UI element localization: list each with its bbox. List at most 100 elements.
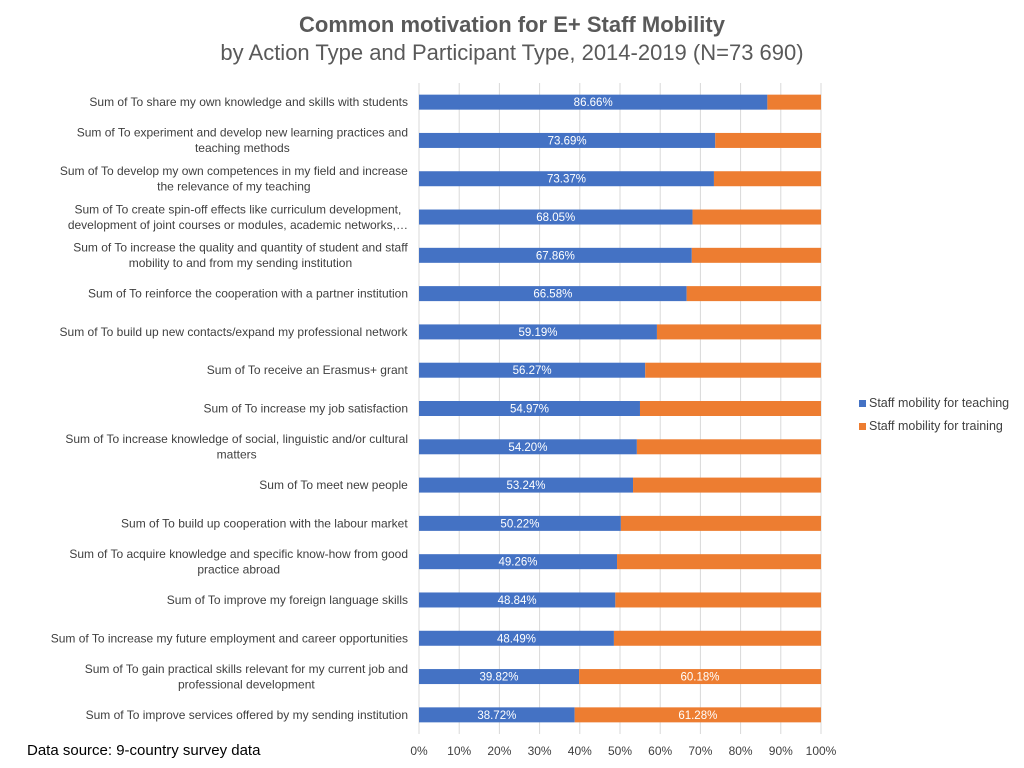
- x-tick-label: 10%: [447, 744, 471, 758]
- bar-teaching: [419, 515, 621, 531]
- bar-training: [613, 630, 821, 646]
- bar-training: [691, 247, 821, 263]
- bar-label-teaching: 86.66%: [574, 97, 613, 109]
- bar-teaching: [419, 209, 693, 225]
- category-label: Sum of To experiment and develop new lea…: [77, 126, 408, 156]
- x-tick-label: 60%: [648, 744, 672, 758]
- bar-training: [639, 401, 821, 416]
- bar-label-teaching: 54.97%: [510, 404, 549, 416]
- category-label-line: Sum of To meet new people: [259, 478, 408, 492]
- category-label-line: Sum of To receive an Erasmus+ grant: [207, 363, 409, 377]
- bar-teaching: [419, 401, 640, 416]
- bar-label-teaching: 66.58%: [533, 289, 572, 301]
- bar-label-training: 61.28%: [678, 710, 717, 722]
- bar-teaching: [419, 707, 575, 723]
- category-label-line: mobility to and from my sending institut…: [129, 256, 352, 270]
- x-tick-label: 30%: [528, 744, 552, 758]
- category-label: Sum of To gain practical skills relevant…: [85, 662, 408, 692]
- bar-label-teaching: 38.72%: [477, 710, 516, 722]
- category-label-line: Sum of To gain practical skills relevant…: [85, 662, 408, 676]
- bar-teaching: [419, 247, 692, 263]
- bar-label-teaching: 48.49%: [497, 633, 536, 645]
- bar-teaching: [419, 94, 768, 110]
- x-tick-label: 100%: [806, 744, 837, 758]
- bar-label-teaching: 49.26%: [499, 557, 538, 569]
- category-label-line: professional development: [178, 677, 315, 691]
- chart-title-line1: Common motivation for E+ Staff Mobility: [299, 12, 725, 37]
- category-label-line: Sum of To experiment and develop new lea…: [77, 126, 408, 140]
- x-tick-label: 80%: [729, 744, 753, 758]
- bar-teaching: [419, 362, 646, 378]
- bar-label-teaching: 56.27%: [513, 365, 552, 377]
- legend-label-teaching: Staff mobility for teaching: [869, 396, 1009, 410]
- bar-label-teaching: 48.84%: [498, 595, 537, 607]
- chart-title-line2: by Action Type and Participant Type, 201…: [220, 40, 804, 65]
- category-label: Sum of To create spin-off effects like c…: [68, 202, 408, 232]
- category-label-line: Sum of To acquire knowledge and specific…: [69, 547, 408, 561]
- category-label-line: Sum of To reinforce the cooperation with…: [88, 287, 408, 301]
- bar-training: [715, 132, 821, 148]
- category-label: Sum of To reinforce the cooperation with…: [88, 287, 408, 301]
- x-tick-label: 70%: [688, 744, 712, 758]
- category-label-line: Sum of To build up cooperation with the …: [121, 516, 408, 530]
- data-source-note: Data source: 9-country survey data: [27, 742, 261, 759]
- bar-teaching: [419, 324, 657, 340]
- bar-training: [686, 286, 821, 302]
- bar-label-teaching: 73.69%: [548, 135, 587, 147]
- bar-training: [713, 171, 821, 187]
- category-label-line: Sum of To build up new contacts/expand m…: [60, 325, 409, 339]
- category-label: Sum of To acquire knowledge and specific…: [69, 547, 408, 577]
- bar-training: [645, 362, 821, 378]
- bar-training: [636, 439, 821, 455]
- bar-teaching: [419, 132, 716, 148]
- category-label: Sum of To increase my future employment …: [51, 631, 408, 645]
- bar-teaching: [419, 286, 687, 302]
- category-label: Sum of To share my own knowledge and ski…: [89, 95, 408, 109]
- category-label-line: teaching methods: [195, 141, 290, 155]
- bar-label-training: 60.18%: [681, 672, 720, 684]
- x-tick-label: 50%: [608, 744, 632, 758]
- bar-training: [633, 477, 821, 493]
- category-label-line: Sum of To increase my future employment …: [51, 631, 408, 645]
- category-label-line: Sum of To improve services offered by my…: [86, 708, 408, 722]
- x-tick-label: 0%: [410, 744, 428, 758]
- x-tick-label: 90%: [769, 744, 793, 758]
- bar-teaching: [419, 554, 618, 570]
- bar-teaching: [419, 171, 714, 187]
- bar-training: [767, 94, 821, 110]
- category-label: Sum of To receive an Erasmus+ grant: [207, 363, 409, 377]
- category-label: Sum of To build up new contacts/expand m…: [60, 325, 409, 339]
- category-label: Sum of To develop my own competences in …: [60, 164, 408, 194]
- x-tick-label: 20%: [487, 744, 511, 758]
- category-label-line: the relevance of my teaching: [157, 179, 310, 193]
- bar-teaching: [419, 592, 616, 608]
- bar-label-teaching: 39.82%: [480, 672, 519, 684]
- bar-label-teaching: 67.86%: [536, 250, 575, 262]
- bar-training: [579, 669, 821, 685]
- bar-teaching: [419, 477, 634, 493]
- category-label: Sum of To meet new people: [259, 478, 408, 492]
- bar-label-teaching: 54.20%: [508, 442, 547, 454]
- bar-training: [620, 515, 821, 531]
- legend-label-training: Staff mobility for training: [869, 419, 1003, 433]
- category-label: Sum of To improve my foreign language sk…: [167, 593, 408, 607]
- category-label-line: Sum of To increase my job satisfaction: [203, 402, 408, 416]
- bar-teaching: [419, 630, 614, 646]
- category-label: Sum of To increase the quality and quant…: [73, 241, 408, 270]
- bar-label-teaching: 53.24%: [507, 480, 546, 492]
- bar-training: [574, 707, 821, 723]
- category-label-line: matters: [217, 448, 257, 462]
- chart-title: Common motivation for E+ Staff Mobility …: [0, 10, 1024, 66]
- category-label-line: practice abroad: [197, 562, 280, 576]
- bar-label-teaching: 68.05%: [536, 212, 575, 224]
- category-label: Sum of To build up cooperation with the …: [121, 516, 408, 530]
- category-label-line: Sum of To develop my own competences in …: [60, 164, 408, 178]
- category-label-line: Sum of To increase the quality and quant…: [73, 241, 408, 255]
- bar-training: [692, 209, 821, 225]
- bar-teaching: [419, 669, 580, 685]
- category-label: Sum of To increase my job satisfaction: [203, 402, 408, 416]
- legend-swatch-training: [859, 423, 866, 430]
- bar-label-teaching: 50.22%: [500, 518, 539, 530]
- category-label-line: Sum of To create spin-off effects like c…: [75, 202, 402, 216]
